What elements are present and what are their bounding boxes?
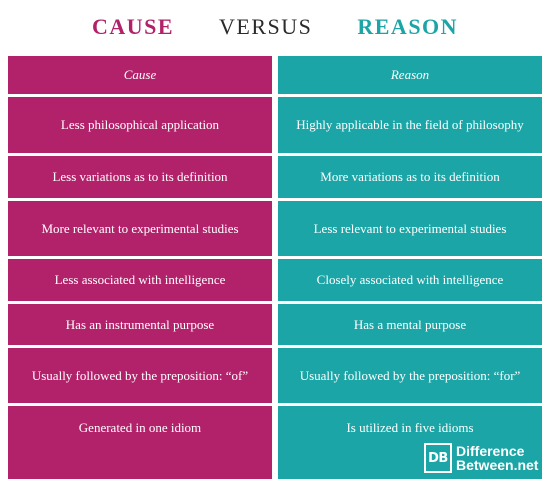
reason-cell: More variations as to its definition <box>278 156 542 198</box>
table-row: Generated in one idiom Is utilized in fi… <box>8 406 542 479</box>
title-cause: CAUSE <box>91 14 175 39</box>
header-cause: Cause <box>8 56 272 94</box>
title-versus: VERSUS <box>219 14 313 39</box>
reason-cell: Has a mental purpose <box>278 304 542 345</box>
cause-cell: Generated in one idiom <box>8 406 272 479</box>
table-row: Has an instrumental purpose Has a mental… <box>8 304 542 345</box>
cause-cell: Usually followed by the preposition: “of… <box>8 348 272 403</box>
cause-cell: More relevant to experimental studies <box>8 201 272 256</box>
page-title: CAUSE VERSUS REASON <box>0 14 550 40</box>
cause-cell: Less philosophical application <box>8 97 272 153</box>
reason-cell: Highly applicable in the field of philos… <box>278 97 542 153</box>
db-logo-icon: DB <box>424 443 452 473</box>
table-row: Usually followed by the preposition: “of… <box>8 348 542 403</box>
reason-cell: Usually followed by the preposition: “fo… <box>278 348 542 403</box>
logo-line-1: Difference <box>456 443 525 459</box>
table-row: Less variations as to its definition Mor… <box>8 156 542 198</box>
table-row: Less philosophical application Highly ap… <box>8 97 542 153</box>
cause-cell: Less variations as to its definition <box>8 156 272 198</box>
cause-cell: Has an instrumental purpose <box>8 304 272 345</box>
site-logo: DB Difference Between.net <box>424 440 538 476</box>
reason-cell: Closely associated with intelligence <box>278 259 542 301</box>
reason-cell: Is utilized in five idioms <box>278 406 542 479</box>
header-reason: Reason <box>278 56 542 94</box>
comparison-table: Cause Reason Less philosophical applicat… <box>8 56 542 479</box>
logo-line-2: Between.net <box>456 457 539 473</box>
table-row: Less associated with intelligence Closel… <box>8 259 542 301</box>
table-row: More relevant to experimental studies Le… <box>8 201 542 256</box>
table-header-row: Cause Reason <box>8 56 542 94</box>
reason-cell: Less relevant to experimental studies <box>278 201 542 256</box>
title-reason: REASON <box>357 14 459 39</box>
cause-cell: Less associated with intelligence <box>8 259 272 301</box>
